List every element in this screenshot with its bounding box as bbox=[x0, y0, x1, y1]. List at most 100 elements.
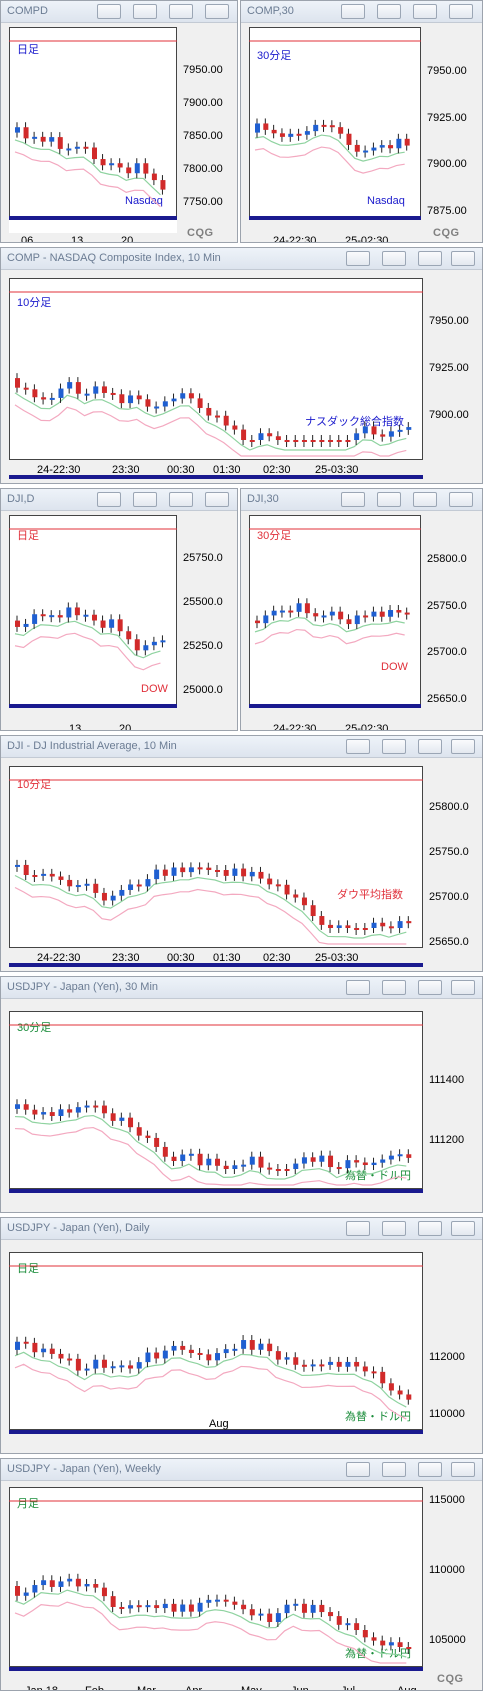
link-button[interactable] bbox=[341, 4, 365, 19]
price-chart bbox=[9, 40, 177, 208]
candle-down bbox=[310, 1157, 316, 1162]
moving-average-fast bbox=[14, 1351, 407, 1408]
window-titlebar[interactable]: DJI - DJ Industrial Average, 10 Min bbox=[1, 736, 482, 758]
window-titlebar[interactable]: DJI,30 bbox=[241, 489, 482, 511]
y-axis-tick: 25700.0 bbox=[427, 646, 467, 658]
time-scrollbar[interactable] bbox=[9, 1667, 423, 1671]
candle-down bbox=[101, 1587, 107, 1597]
window-titlebar[interactable]: COMP - NASDAQ Composite Index, 10 Min bbox=[1, 248, 482, 270]
candle-up bbox=[58, 1109, 64, 1116]
close-button[interactable] bbox=[451, 980, 475, 995]
window-dji-30[interactable]: DJI,30 30分足 DOW 25800.0 25750.0 25700.0 256… bbox=[240, 488, 483, 731]
chart-area[interactable] bbox=[249, 27, 421, 219]
time-scrollbar[interactable] bbox=[9, 1189, 423, 1193]
x-axis-tick: 20 bbox=[119, 723, 132, 731]
price-chart bbox=[9, 1500, 423, 1664]
maximize-button[interactable] bbox=[418, 1462, 442, 1477]
candle-down bbox=[180, 1345, 186, 1350]
candle-down bbox=[404, 138, 410, 146]
maximize-button[interactable] bbox=[418, 739, 442, 754]
maximize-button[interactable] bbox=[418, 251, 442, 266]
candle-down bbox=[267, 433, 273, 437]
window-titlebar[interactable]: DJI,D bbox=[1, 489, 237, 511]
minimize-button[interactable] bbox=[377, 4, 401, 19]
close-button[interactable] bbox=[451, 1462, 475, 1477]
maximize-button[interactable] bbox=[418, 980, 442, 995]
time-scrollbar[interactable] bbox=[9, 475, 423, 479]
chart-area[interactable] bbox=[9, 27, 177, 219]
candle-up bbox=[232, 868, 238, 876]
candle-down bbox=[117, 163, 123, 168]
maximize-button[interactable] bbox=[413, 492, 437, 507]
moving-average-fast bbox=[14, 139, 161, 196]
candle-down bbox=[49, 1112, 55, 1116]
candle-down bbox=[232, 1601, 238, 1605]
close-button[interactable] bbox=[451, 1221, 475, 1236]
window-usdjpy-weekly[interactable]: USDJPY - Japan (Yen), Weekly 月足 為替・ドル円 C… bbox=[0, 1458, 483, 1691]
minimize-button[interactable] bbox=[382, 1462, 406, 1477]
x-axis-tick: Aug bbox=[397, 1685, 417, 1691]
close-button[interactable] bbox=[451, 251, 475, 266]
window-usdjpy-daily[interactable]: USDJPY - Japan (Yen), Daily 日足 為替・ドル円 Au… bbox=[0, 1217, 483, 1454]
window-compd[interactable]: COMPD 日足 Nasdaq CQG 7950.00 7900.00 7850.0… bbox=[0, 0, 238, 243]
link-button[interactable] bbox=[341, 492, 365, 507]
time-scrollbar[interactable] bbox=[9, 216, 177, 220]
minimize-button[interactable] bbox=[382, 980, 406, 995]
time-scrollbar[interactable] bbox=[9, 1430, 423, 1434]
y-axis-tick: 7950.00 bbox=[429, 315, 469, 327]
link-button[interactable] bbox=[346, 1462, 370, 1477]
window-dji-10min[interactable]: DJI - DJ Industrial Average, 10 Min 10分足… bbox=[0, 735, 483, 972]
window-dji-daily[interactable]: DJI,D 日足 DOW 25750.0 25500.0 25250.0 25000.… bbox=[0, 488, 238, 731]
candle-down bbox=[301, 1603, 307, 1613]
link-button[interactable] bbox=[346, 980, 370, 995]
maximize-button[interactable] bbox=[413, 4, 437, 19]
minimize-button[interactable] bbox=[382, 251, 406, 266]
close-button[interactable] bbox=[449, 492, 473, 507]
close-button[interactable] bbox=[449, 4, 473, 19]
candle-down bbox=[83, 146, 89, 149]
maximize-button[interactable] bbox=[169, 492, 193, 507]
maximize-button[interactable] bbox=[169, 4, 193, 19]
chart-area[interactable] bbox=[9, 1252, 423, 1430]
window-titlebar[interactable]: COMPD bbox=[1, 1, 237, 23]
time-scrollbar[interactable] bbox=[249, 216, 421, 220]
timeframe-label: 10分足 bbox=[17, 779, 52, 791]
close-button[interactable] bbox=[205, 4, 229, 19]
window-titlebar[interactable]: USDJPY - Japan (Yen), Weekly bbox=[1, 1459, 482, 1481]
link-button[interactable] bbox=[346, 739, 370, 754]
link-button[interactable] bbox=[346, 1221, 370, 1236]
window-comp30[interactable]: COMP,30 30分足 Nasdaq CQG 7950.00 7925.00 79… bbox=[240, 0, 483, 243]
candle-down bbox=[388, 145, 394, 149]
candle-down bbox=[57, 615, 63, 618]
window-titlebar[interactable]: COMP,30 bbox=[241, 1, 482, 23]
candle-up bbox=[354, 433, 360, 440]
chart-area[interactable] bbox=[9, 515, 177, 707]
candle-down bbox=[336, 1616, 342, 1625]
window-usdjpy-30min[interactable]: USDJPY - Japan (Yen), 30 Min 30分足 為替・ドル円… bbox=[0, 976, 483, 1213]
candle-up bbox=[154, 869, 160, 880]
time-scrollbar[interactable] bbox=[9, 704, 177, 708]
close-button[interactable] bbox=[451, 739, 475, 754]
candle-down bbox=[15, 1586, 20, 1596]
minimize-button[interactable] bbox=[133, 492, 157, 507]
window-titlebar[interactable]: USDJPY - Japan (Yen), 30 Min bbox=[1, 977, 482, 999]
minimize-button[interactable] bbox=[377, 492, 401, 507]
window-title: USDJPY - Japan (Yen), Daily bbox=[7, 1222, 150, 1234]
candle-down bbox=[301, 1364, 307, 1367]
time-scrollbar[interactable] bbox=[249, 704, 421, 708]
close-button[interactable] bbox=[205, 492, 229, 507]
minimize-button[interactable] bbox=[382, 739, 406, 754]
link-button[interactable] bbox=[97, 4, 121, 19]
minimize-button[interactable] bbox=[382, 1221, 406, 1236]
maximize-button[interactable] bbox=[418, 1221, 442, 1236]
chart-area[interactable] bbox=[9, 278, 423, 460]
window-titlebar[interactable]: USDJPY - Japan (Yen), Daily bbox=[1, 1218, 482, 1240]
chart-area[interactable] bbox=[9, 766, 423, 948]
window-comp-10min[interactable]: COMP - NASDAQ Composite Index, 10 Min 10… bbox=[0, 247, 483, 484]
candle-down bbox=[101, 386, 107, 393]
link-button[interactable] bbox=[346, 251, 370, 266]
window-title: USDJPY - Japan (Yen), Weekly bbox=[7, 1463, 161, 1475]
link-button[interactable] bbox=[97, 492, 121, 507]
minimize-button[interactable] bbox=[133, 4, 157, 19]
time-scrollbar[interactable] bbox=[9, 963, 423, 967]
